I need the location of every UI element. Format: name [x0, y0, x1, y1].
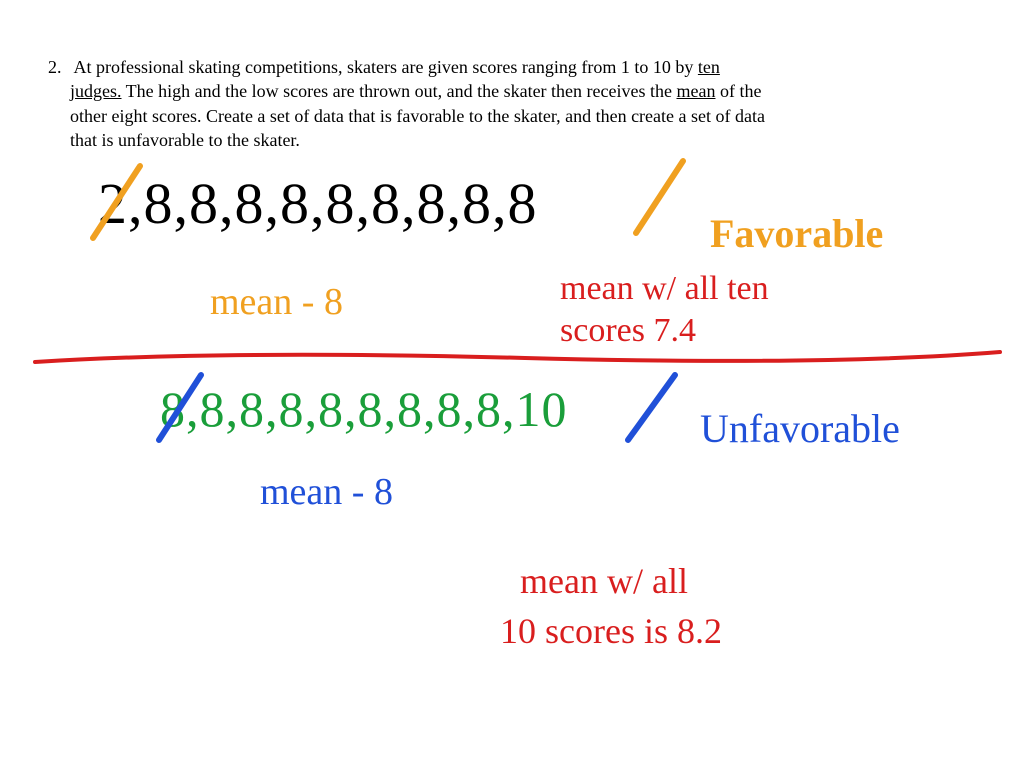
unfavorable-trimmed-mean: mean - 8	[260, 470, 393, 514]
question-line1b: ten	[698, 57, 720, 77]
question-block: 2. At professional skating competitions,…	[48, 55, 968, 152]
favorable-strike-high-icon	[628, 155, 698, 245]
favorable-label: Favorable	[710, 210, 883, 257]
unfavorable-label: Unfavorable	[700, 405, 900, 452]
question-line2b: The high and the low scores are thrown o…	[122, 81, 677, 101]
divider-line-icon	[25, 340, 1015, 380]
question-line2d: of the	[715, 81, 761, 101]
question-line1a: At professional skating competitions, sk…	[74, 57, 698, 77]
unfavorable-strike-high-icon	[620, 370, 690, 450]
unfavorable-scores: 8,8,8,8,8,8,8,8,8,10	[160, 380, 568, 438]
question-line3: other eight scores. Create a set of data…	[70, 106, 765, 126]
favorable-full-mean-line1: mean w/ all ten	[560, 270, 769, 308]
question-line2a: judges.	[70, 81, 122, 101]
unfavorable-full-mean-line1: mean w/ all	[520, 560, 688, 602]
favorable-scores: 2,8,8,8,8,8,8,8,8,8	[98, 170, 538, 237]
question-number: 2.	[48, 55, 70, 79]
unfavorable-full-mean-line2: 10 scores is 8.2	[500, 610, 722, 652]
favorable-trimmed-mean: mean - 8	[210, 280, 343, 324]
question-line2c: mean	[677, 81, 716, 101]
question-line4: that is unfavorable to the skater.	[70, 130, 300, 150]
favorable-full-mean-line2: scores 7.4	[560, 312, 696, 350]
